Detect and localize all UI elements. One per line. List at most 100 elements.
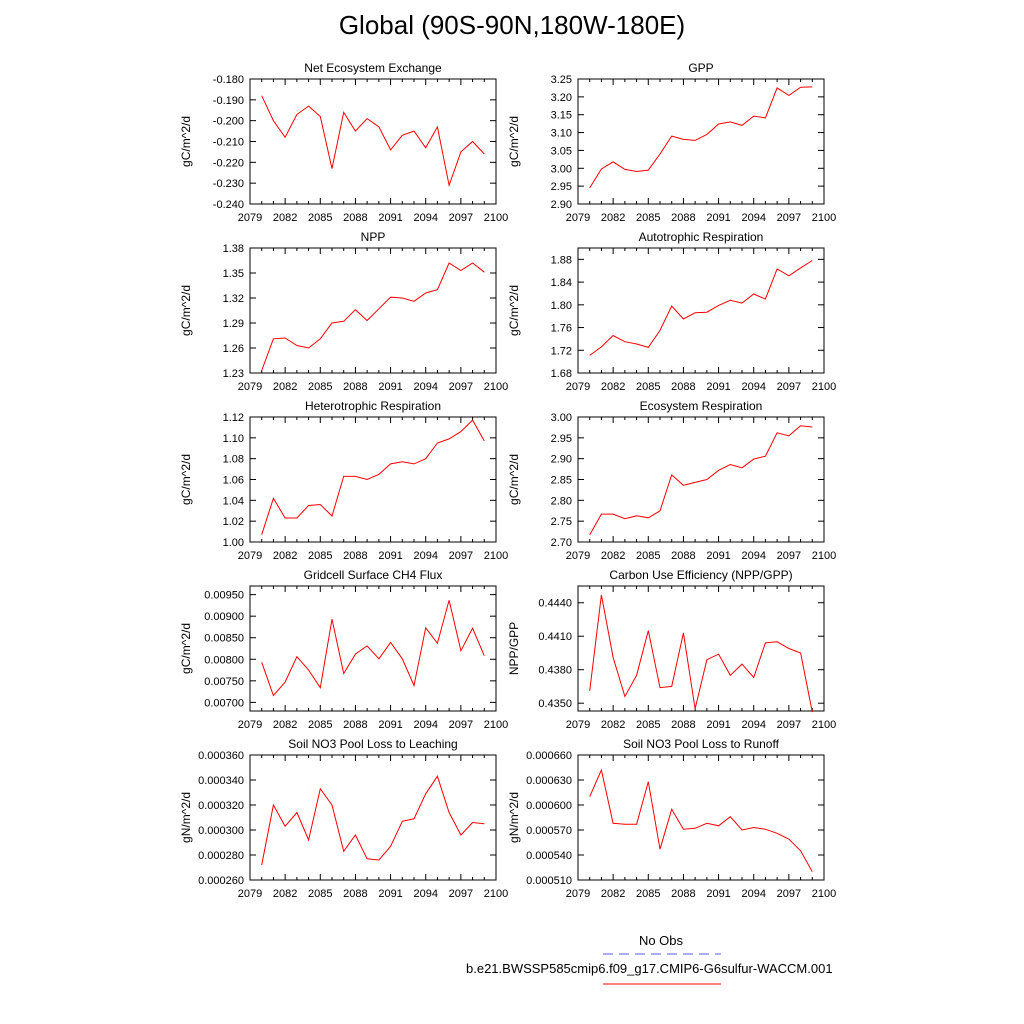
y-tick-label: 0.4380 <box>538 665 572 677</box>
x-tick-label: 2091 <box>706 550 730 562</box>
x-tick-label: 2088 <box>343 212 367 224</box>
y-tick-label: 0.000340 <box>198 775 244 787</box>
series-line <box>589 768 813 872</box>
y-tick-label: 1.72 <box>551 345 572 357</box>
y-tick-label: -0.200 <box>213 116 244 128</box>
x-tick-label: 2082 <box>273 212 297 224</box>
x-tick-label: 2088 <box>343 381 367 393</box>
chart-panel: Ecosystem Respiration gC/m^2/d 2079 2082 208… <box>507 399 836 562</box>
x-tick-label: 2085 <box>636 212 660 224</box>
x-tick-label: 2091 <box>706 888 730 900</box>
series-line <box>261 262 485 371</box>
x-tick-label: 2082 <box>273 381 297 393</box>
y-tick-label: -0.180 <box>213 74 244 86</box>
x-tick-label: 2094 <box>413 381 437 393</box>
x-tick-label: 2085 <box>636 381 660 393</box>
y-tick-label: 2.90 <box>551 199 572 211</box>
y-tick-label: 0.000660 <box>526 750 572 762</box>
y-tick-label: 2.75 <box>551 516 572 528</box>
y-tick-label: 0.000540 <box>526 850 572 862</box>
x-tick-label: 2091 <box>378 719 402 731</box>
y-tick-label: 2.95 <box>551 433 572 445</box>
y-tick-label: 0.00950 <box>204 590 244 602</box>
x-tick-label: 2097 <box>777 212 801 224</box>
x-tick-label: 2088 <box>343 719 367 731</box>
x-tick-label: 2091 <box>378 888 402 900</box>
x-tick-label: 2088 <box>343 550 367 562</box>
x-tick-label: 2094 <box>741 888 765 900</box>
x-tick-label: 2091 <box>378 550 402 562</box>
y-tick-label: 2.70 <box>551 537 572 549</box>
x-tick-label: 2097 <box>777 888 801 900</box>
plot-frame <box>249 754 497 881</box>
panel-title: Autotrophic Respiration <box>639 230 764 244</box>
y-tick-label: 1.35 <box>223 268 244 280</box>
x-tick-label: 2079 <box>238 212 262 224</box>
panel-title: Net Ecosystem Exchange <box>304 61 442 75</box>
y-tick-label: 1.08 <box>223 454 244 466</box>
y-tick-label: 0.00700 <box>204 697 244 709</box>
x-tick-label: 2097 <box>449 381 473 393</box>
x-tick-label: 2094 <box>741 212 765 224</box>
x-tick-label: 2088 <box>671 888 695 900</box>
x-tick-label: 2079 <box>566 888 590 900</box>
y-tick-label: 0.4350 <box>538 698 572 710</box>
y-tick-label: 0.000320 <box>198 800 244 812</box>
y-tick-label: 1.32 <box>223 293 244 305</box>
y-tick-label: 1.68 <box>551 368 572 380</box>
series-line <box>261 600 485 697</box>
y-tick-label: 1.00 <box>223 537 244 549</box>
x-tick-label: 2094 <box>413 888 437 900</box>
y-tick-label: 1.76 <box>551 323 572 335</box>
series-line <box>589 594 813 713</box>
panel-title: Gridcell Surface CH4 Flux <box>304 568 443 582</box>
x-tick-label: 2091 <box>706 381 730 393</box>
y-tick-label: 0.00900 <box>204 611 244 623</box>
x-tick-label: 2079 <box>238 550 262 562</box>
x-tick-label: 2079 <box>566 381 590 393</box>
legend-case-label: b.e21.BWSSP585cmip6.f09_g17.CMIP6-G6sulf… <box>466 961 833 976</box>
y-tick-label: 0.000260 <box>198 875 244 887</box>
x-tick-label: 2100 <box>812 719 836 731</box>
y-tick-label: 1.29 <box>223 318 244 330</box>
y-tick-label: 1.38 <box>223 243 244 255</box>
y-tick-label: 3.00 <box>551 412 572 424</box>
series-line <box>589 425 813 536</box>
x-tick-label: 2100 <box>484 381 508 393</box>
x-tick-label: 2097 <box>777 381 801 393</box>
series-line <box>261 95 485 188</box>
x-tick-label: 2082 <box>601 212 625 224</box>
x-tick-label: 2088 <box>671 550 695 562</box>
y-tick-label: 3.10 <box>551 128 572 140</box>
x-tick-label: 2079 <box>238 719 262 731</box>
x-tick-label: 2079 <box>566 550 590 562</box>
y-tick-label: 3.15 <box>551 110 572 122</box>
y-tick-label: 0.000630 <box>526 775 572 787</box>
x-tick-label: 2100 <box>812 888 836 900</box>
y-tick-label: 3.00 <box>551 163 572 175</box>
y-tick-label: 2.90 <box>551 454 572 466</box>
x-tick-label: 2094 <box>741 719 765 731</box>
x-tick-label: 2097 <box>777 719 801 731</box>
panel-title: Soil NO3 Pool Loss to Runoff <box>623 737 780 751</box>
x-tick-label: 2091 <box>706 212 730 224</box>
panel-title: Carbon Use Efficiency (NPP/GPP) <box>609 568 792 582</box>
plot-frame <box>577 247 825 374</box>
panel-title: Soil NO3 Pool Loss to Leaching <box>288 737 457 751</box>
y-tick-label: 1.88 <box>551 254 572 266</box>
plot-frame <box>249 416 497 543</box>
y-axis-label: gC/m^2/d <box>507 116 521 167</box>
figure-title: Global (90S-90N,180W-180E) <box>338 10 686 40</box>
chart-panel: Soil NO3 Pool Loss to Leaching gN/m^2/d 20… <box>179 737 508 900</box>
x-tick-label: 2088 <box>671 381 695 393</box>
x-tick-label: 2094 <box>741 550 765 562</box>
x-tick-label: 2085 <box>308 212 332 224</box>
plot-frame <box>249 585 497 712</box>
panel-title: Ecosystem Respiration <box>640 399 763 413</box>
x-tick-label: 2100 <box>812 550 836 562</box>
x-tick-label: 2094 <box>413 550 437 562</box>
x-tick-label: 2079 <box>238 381 262 393</box>
y-tick-label: 0.000570 <box>526 825 572 837</box>
legend-line-case <box>603 983 721 985</box>
x-tick-label: 2082 <box>601 719 625 731</box>
